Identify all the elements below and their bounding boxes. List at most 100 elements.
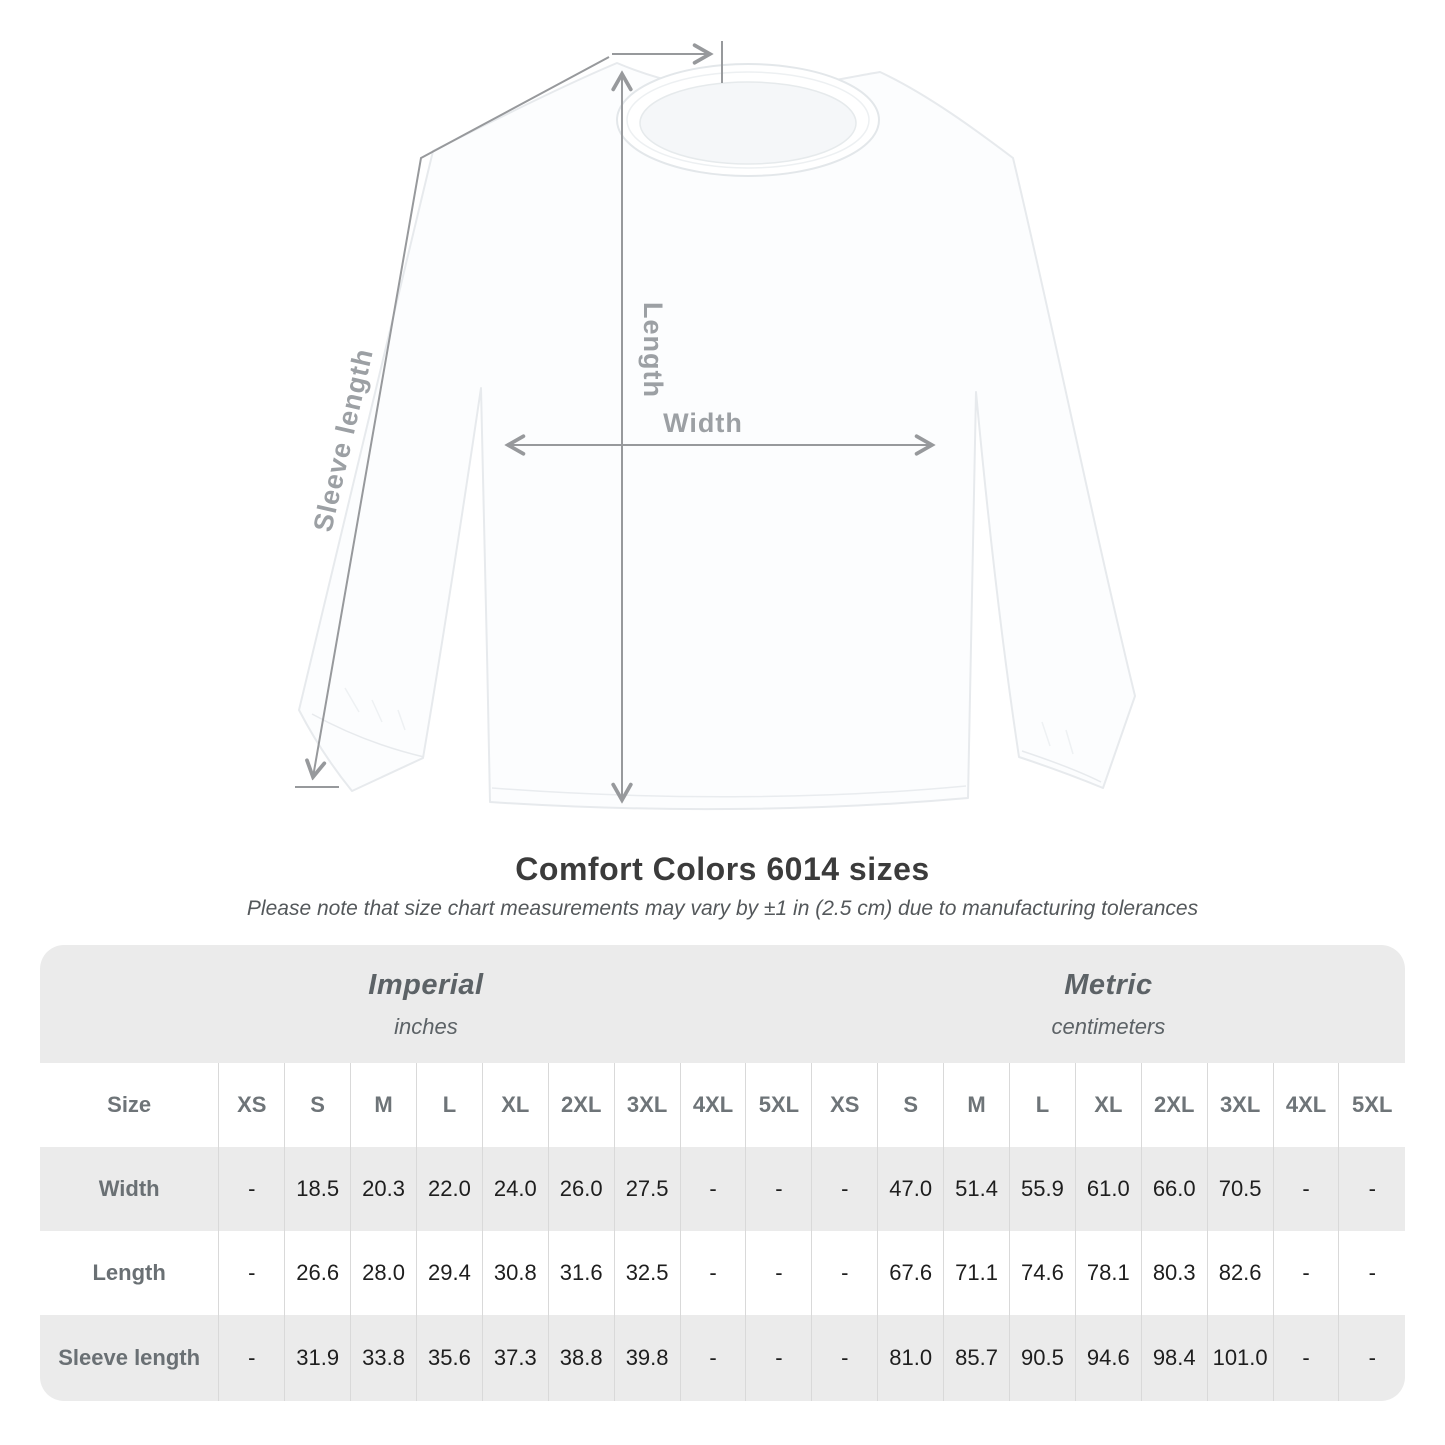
value-cell: 74.6 (1009, 1231, 1076, 1315)
sleeve-length-arrow (313, 56, 610, 777)
value-cell: 26.6 (284, 1231, 351, 1315)
value-cell: 66.0 (1140, 1147, 1208, 1231)
shirt-measurement-diagram: Length Width Sleeve length (295, 41, 1136, 811)
size-col-header: 3XL (613, 1063, 681, 1147)
value-cell: - (1272, 1147, 1339, 1231)
size-col-header: XS (218, 1063, 285, 1147)
value-cell: - (745, 1315, 812, 1401)
value-cell: 98.4 (1140, 1315, 1208, 1401)
size-chart: Imperial inches Metric centimeters Size … (40, 945, 1405, 1401)
value-cell: - (1272, 1231, 1339, 1315)
left-cuff-gathers (344, 687, 406, 731)
value-cell: 47.0 (877, 1147, 944, 1231)
value-cell: 24.0 (481, 1147, 549, 1231)
value-cell: 39.8 (613, 1315, 681, 1401)
row-label: Sleeve length (58, 1345, 201, 1370)
value-cell: - (811, 1147, 878, 1231)
size-col-header: XL (481, 1063, 549, 1147)
page-title: Comfort Colors 6014 sizes (515, 851, 930, 887)
unit-group-row: Imperial inches Metric centimeters (40, 945, 1405, 1063)
value-cell: 32.5 (613, 1231, 681, 1315)
size-col-header: 2XL (1140, 1063, 1208, 1147)
size-col-header: M (350, 1063, 417, 1147)
size-header-row: Size XS S M L XL 2XL 3XL 4XL 5XL XS S M … (40, 1063, 1405, 1147)
value-cell: - (811, 1315, 878, 1401)
value-cell: - (1272, 1315, 1339, 1401)
length-label: Length (638, 302, 668, 398)
size-chart-table: Imperial inches Metric centimeters Size … (40, 945, 1405, 1401)
size-col-header: 2XL (547, 1063, 615, 1147)
size-col-header: 4XL (679, 1063, 746, 1147)
size-col-header: 3XL (1206, 1063, 1274, 1147)
value-cell: - (679, 1315, 746, 1401)
value-cell: 55.9 (1009, 1147, 1076, 1231)
value-cell: - (811, 1231, 878, 1315)
value-cell: 94.6 (1074, 1315, 1142, 1401)
value-cell: 33.8 (350, 1315, 417, 1401)
imperial-title: Imperial (368, 968, 484, 1001)
value-cell: 31.9 (284, 1315, 351, 1401)
size-col-header: S (877, 1063, 944, 1147)
value-cell: - (679, 1231, 746, 1315)
tolerance-note: Please note that size chart measurements… (246, 897, 1199, 920)
imperial-unit: inches (394, 1013, 458, 1039)
value-cell: 38.8 (547, 1315, 615, 1401)
width-label: Width (663, 408, 743, 438)
value-cell: 80.3 (1140, 1231, 1208, 1315)
value-cell: 31.6 (547, 1231, 615, 1315)
value-cell: 26.0 (547, 1147, 615, 1231)
metric-group-header: Metric centimeters (811, 945, 1405, 1063)
size-col-header: M (943, 1063, 1010, 1147)
value-cell: 28.0 (350, 1231, 417, 1315)
right-cuff-seam (1021, 750, 1102, 783)
size-header-label: Size (40, 1063, 219, 1147)
value-cell: - (679, 1147, 746, 1231)
size-col-header: S (284, 1063, 351, 1147)
value-cell: 61.0 (1074, 1147, 1142, 1231)
value-cell: 35.6 (415, 1315, 483, 1401)
value-cell: 22.0 (415, 1147, 483, 1231)
value-cell: 85.7 (943, 1315, 1010, 1401)
value-cell: 27.5 (613, 1147, 681, 1231)
size-col-header: XS (811, 1063, 878, 1147)
value-cell: 67.6 (877, 1231, 944, 1315)
table-row-width: Width - 18.5 20.3 22.0 24.0 26.0 27.5 - … (40, 1147, 1405, 1231)
metric-unit: centimeters (1051, 1013, 1166, 1039)
collar-inner (639, 81, 857, 165)
size-col-header: L (1009, 1063, 1076, 1147)
value-cell: - (1338, 1231, 1405, 1315)
value-cell: 90.5 (1009, 1315, 1076, 1401)
value-cell: - (218, 1315, 285, 1401)
value-cell: 18.5 (284, 1147, 351, 1231)
table-row-sleeve-length: Sleeve length - 31.9 33.8 35.6 37.3 38.8… (40, 1315, 1405, 1401)
size-col-header: 5XL (745, 1063, 812, 1147)
value-cell: - (1338, 1147, 1405, 1231)
value-cell: 30.8 (481, 1231, 549, 1315)
value-cell: 20.3 (350, 1147, 417, 1231)
value-cell: 70.5 (1206, 1147, 1274, 1231)
metric-title: Metric (1064, 968, 1153, 1001)
value-cell: 82.6 (1206, 1231, 1274, 1315)
left-cuff-seam (311, 713, 425, 758)
value-cell: - (218, 1231, 285, 1315)
row-label: Length (92, 1260, 166, 1285)
imperial-group-header: Imperial inches (40, 945, 812, 1063)
size-col-header: 4XL (1272, 1063, 1339, 1147)
value-cell: 37.3 (481, 1315, 549, 1401)
value-cell: 71.1 (943, 1231, 1010, 1315)
size-col-header: L (415, 1063, 483, 1147)
table-row-length: Length - 26.6 28.0 29.4 30.8 31.6 32.5 -… (40, 1231, 1405, 1315)
value-cell: 51.4 (943, 1147, 1010, 1231)
value-cell: 78.1 (1074, 1231, 1142, 1315)
value-cell: 101.0 (1206, 1315, 1274, 1401)
right-cuff-gathers (1041, 721, 1074, 755)
value-cell: - (745, 1231, 812, 1315)
measurement-lines (295, 41, 932, 800)
shirt-diagram-svg: Length Width Sleeve length (295, 41, 1136, 811)
hem-seam (491, 785, 967, 798)
value-cell: - (1338, 1315, 1405, 1401)
value-cell: - (745, 1147, 812, 1231)
value-cell: 29.4 (415, 1231, 483, 1315)
size-col-header: 5XL (1338, 1063, 1405, 1147)
row-label: Width (98, 1176, 160, 1201)
